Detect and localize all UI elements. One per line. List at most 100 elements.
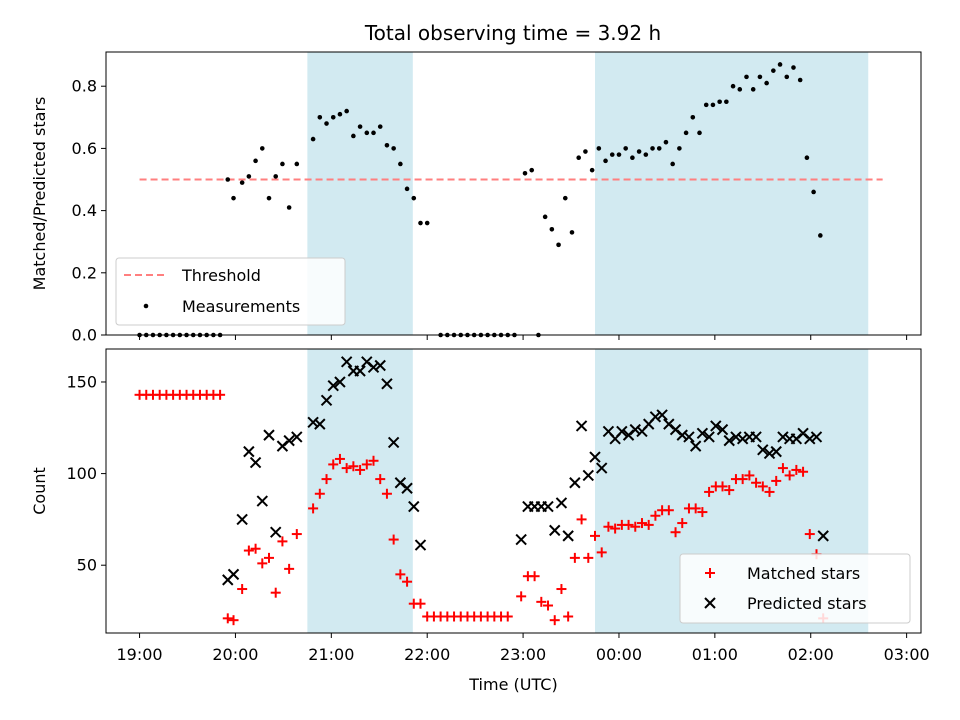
measurement-point	[549, 226, 555, 232]
predicted-star-point	[227, 568, 240, 581]
count-panel: 50 100 150 19:00 20:00 21:00 22:00 23:00 00:00 0…	[30, 348, 930, 694]
matched-star-point	[502, 611, 513, 622]
predicted-star-point	[710, 420, 722, 432]
x-tick-label: 20:00	[212, 645, 258, 664]
matched-star-point	[228, 615, 239, 626]
measurement-point	[398, 161, 403, 167]
matched-star-point	[543, 600, 554, 611]
x-tick-label: 21:00	[308, 645, 354, 664]
predicted-star-point	[596, 462, 608, 474]
predicted-star-point	[307, 416, 319, 428]
measurement-point	[418, 220, 423, 226]
predicted-star-point	[243, 445, 255, 458]
measurement-point	[424, 220, 430, 226]
matched-star-point	[415, 598, 426, 609]
matched-star-point	[670, 527, 681, 538]
matched-star-point	[516, 591, 527, 602]
measurement-point	[273, 174, 279, 179]
measurement-point	[384, 142, 390, 148]
matched-star-point	[563, 611, 574, 622]
predicted-star-point	[736, 433, 749, 445]
measurement-point	[750, 87, 756, 92]
ratio-panel: 0.00.20.40.60.8 Matched/Predicted stars …	[30, 51, 922, 345]
top-x-ticks	[139, 335, 908, 340]
measurement-point	[266, 195, 272, 201]
x-tick-label: 00:00	[596, 645, 642, 664]
predicted-star-point	[750, 431, 762, 443]
measurement-point	[744, 74, 749, 80]
predicted-star-point	[689, 440, 702, 452]
matched-star-point	[215, 389, 226, 400]
measurement-point	[609, 152, 615, 157]
measurement-point	[330, 115, 336, 120]
measurement-point	[683, 130, 689, 136]
measurement-point	[764, 80, 769, 86]
matched-star-point	[402, 576, 413, 587]
matched-star-point	[596, 547, 607, 558]
predicted-star-point	[575, 420, 588, 432]
measurement-point	[710, 102, 716, 108]
matched-star-point	[569, 552, 580, 563]
bottom-legend: Matched stars Predicted stars	[679, 553, 911, 624]
measurement-point	[818, 233, 823, 238]
measurement-point	[239, 180, 245, 185]
matched-star-point	[623, 519, 634, 530]
matched-star-point	[784, 470, 795, 481]
x-tick-label: 19:00	[117, 645, 163, 664]
matched-star-point	[361, 459, 372, 470]
matched-star-point	[375, 474, 386, 485]
matched-star-point	[314, 488, 325, 499]
predicted-star-point	[283, 434, 295, 447]
matched-star-point	[751, 477, 762, 488]
bottom-axes-frame	[105, 348, 922, 634]
matched-star-point	[697, 507, 708, 518]
matched-star-point	[650, 510, 661, 521]
predicted-star-point	[291, 431, 303, 443]
predicted-star-point	[763, 447, 776, 460]
predicted-star-point	[730, 431, 742, 443]
measurement-point	[391, 146, 396, 151]
measurement-point	[589, 167, 595, 173]
measurement-point	[344, 108, 349, 114]
predicted-star-point	[676, 429, 688, 441]
measurement-point	[259, 146, 265, 151]
measurement-point	[677, 146, 682, 151]
x-tick-label: 02:00	[788, 645, 834, 664]
predicted-star-point	[629, 423, 641, 436]
matched-star-point	[724, 485, 735, 496]
measurement-point	[562, 195, 568, 201]
legend-threshold-label: Threshold	[181, 266, 261, 285]
measurement-point	[643, 152, 649, 157]
measurement-point	[771, 68, 776, 73]
matched-star-point	[737, 474, 748, 485]
predicted-star-point	[515, 533, 527, 546]
predicted-star-point	[327, 379, 339, 392]
top-shaded-ranges	[307, 52, 869, 335]
matched-star-point	[744, 470, 755, 481]
matched-star-point	[610, 523, 621, 534]
measurement-point	[804, 155, 810, 161]
measurement-point	[690, 115, 696, 120]
measurement-point	[636, 149, 642, 154]
predicted-star-point	[374, 359, 386, 372]
predicted-star-point	[810, 431, 823, 443]
matched-star-point	[395, 569, 406, 580]
measurement-point	[650, 146, 655, 151]
measurement-point	[522, 170, 528, 176]
y-tick-label: 100	[66, 464, 97, 483]
measurement-point	[294, 161, 300, 167]
matched-star-point	[355, 464, 366, 475]
measurement-point	[576, 155, 581, 161]
measurement-point	[737, 87, 743, 92]
x-tick-label: 03:00	[884, 645, 930, 664]
top-y-axis-label: Matched/Predicted stars	[30, 97, 49, 291]
y-tick-label: 0.4	[72, 201, 97, 220]
predicted-star-point	[387, 436, 400, 449]
matched-star-point	[764, 486, 775, 497]
matched-star-point	[549, 615, 560, 626]
matched-star-point	[308, 503, 319, 514]
chart-title: Total observing time = 3.92 h	[364, 21, 661, 45]
matched-star-point	[381, 488, 392, 499]
x-axis-label: Time (UTC)	[468, 675, 557, 694]
